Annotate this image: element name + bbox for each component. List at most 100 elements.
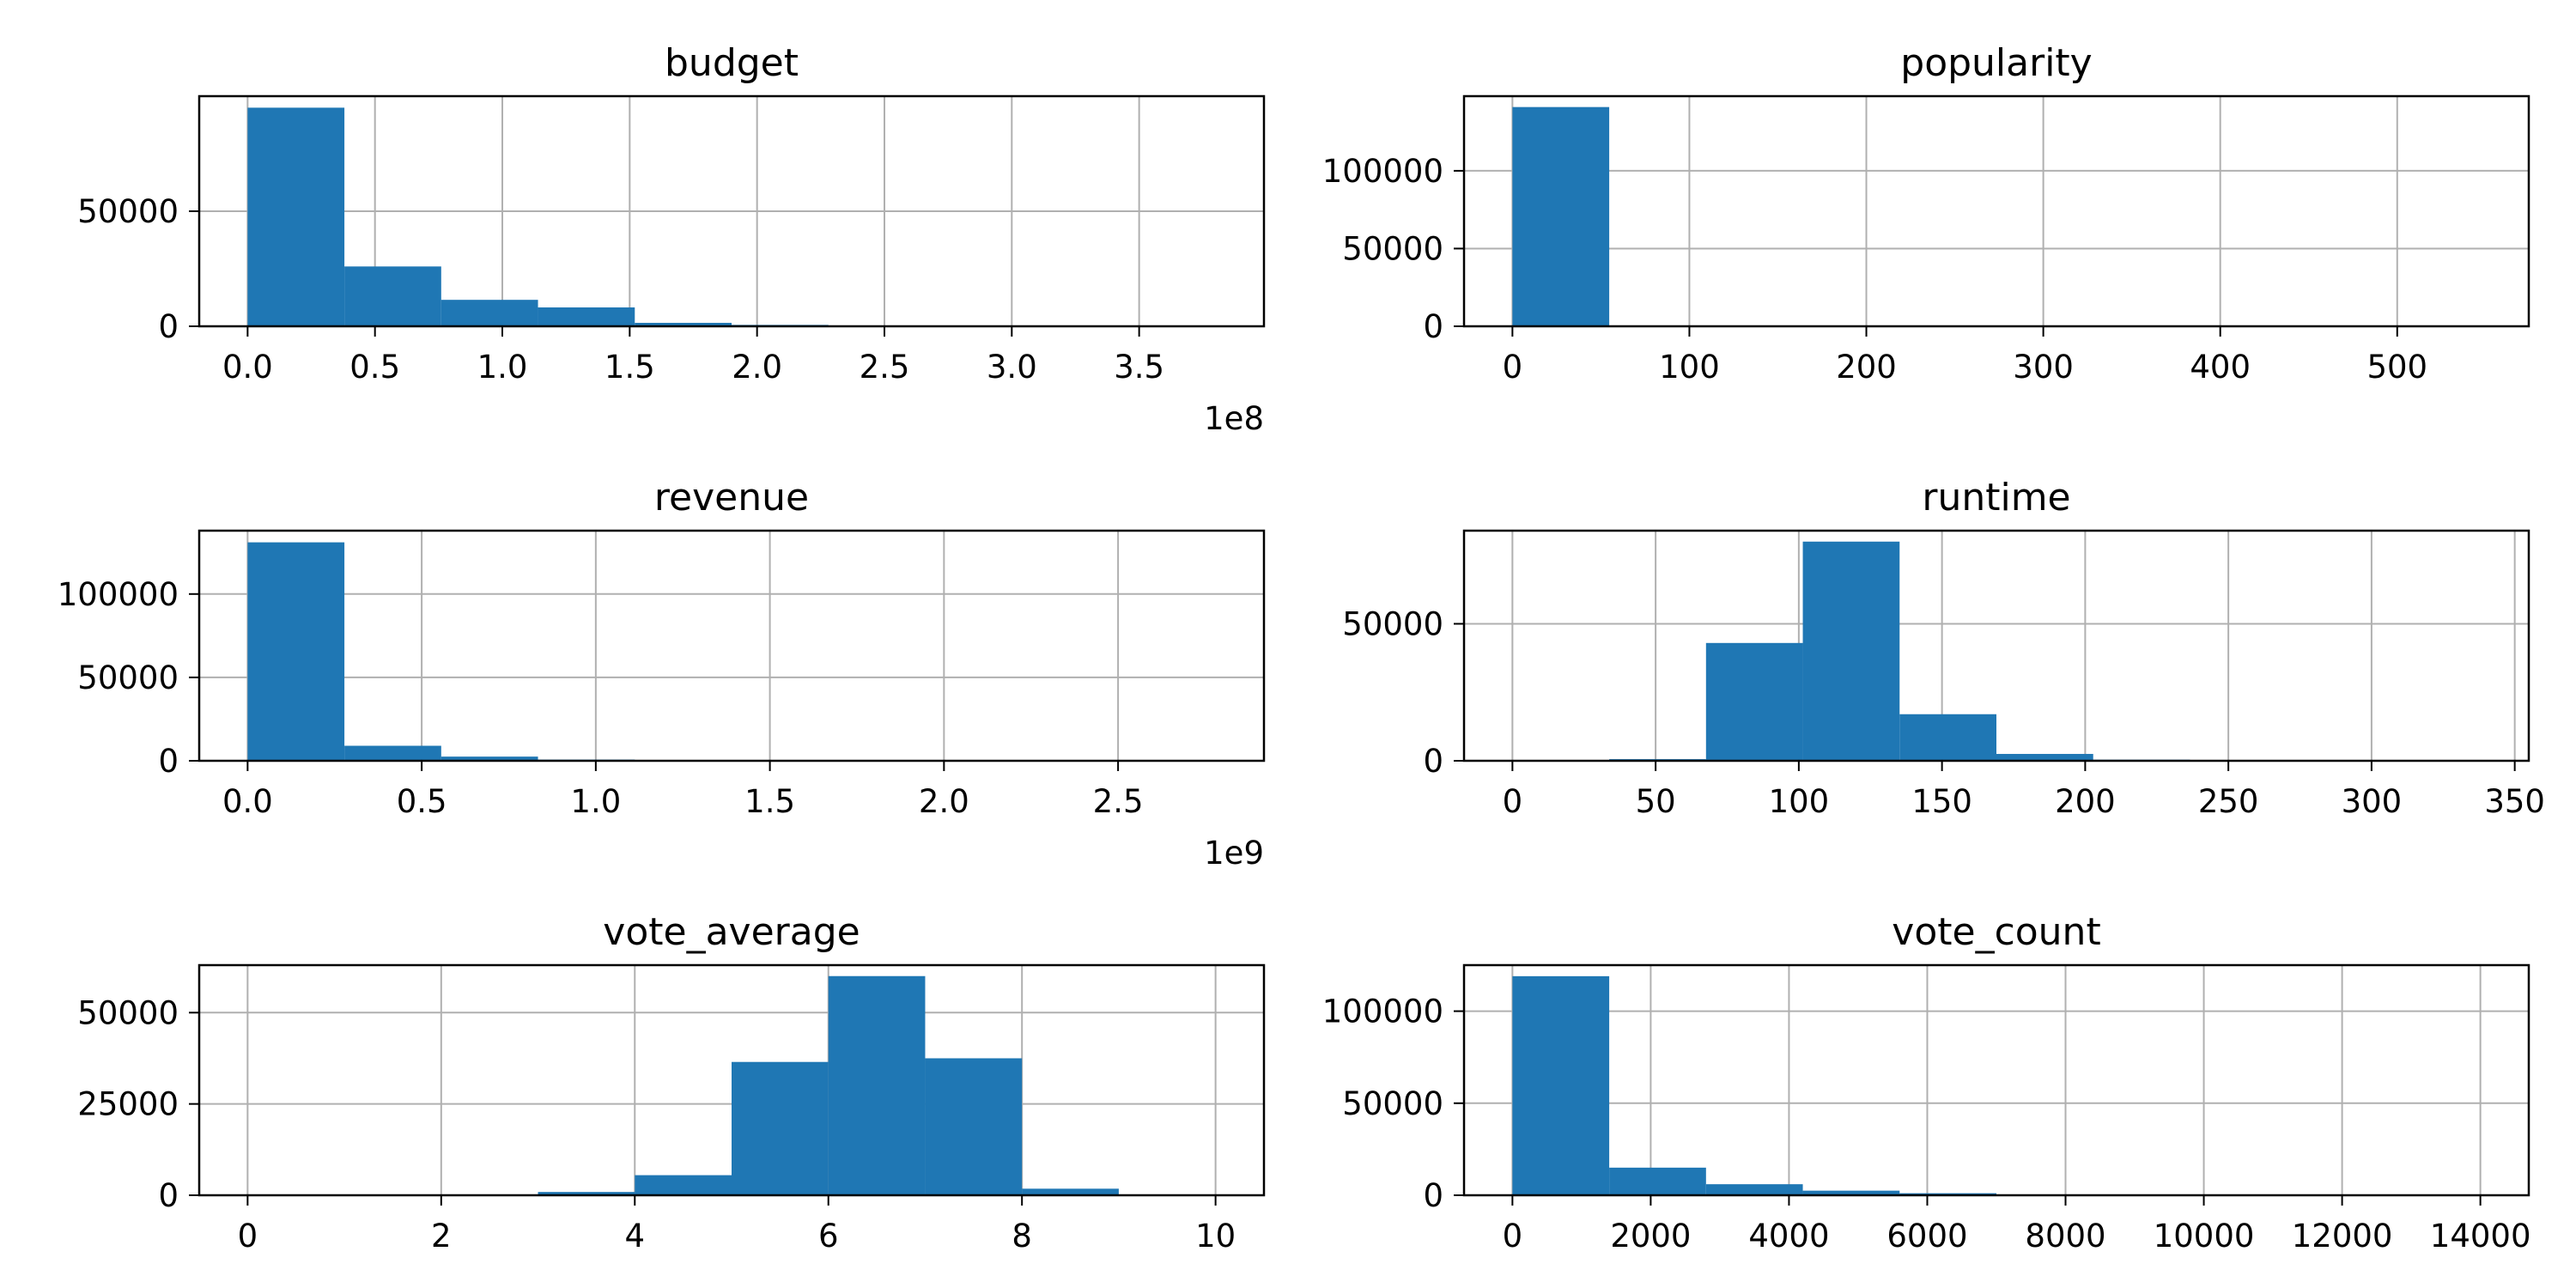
histogram-bar <box>247 107 345 327</box>
y-tick-label: 0 <box>158 743 179 780</box>
x-tick-label: 200 <box>1836 349 1897 386</box>
histogram-bar <box>538 307 635 326</box>
y-tick-label: 0 <box>158 1177 179 1214</box>
subplot-title: budget <box>665 41 799 85</box>
x-tick-label: 1.0 <box>570 783 621 820</box>
x-tick-label: 4 <box>624 1218 645 1255</box>
x-tick-label: 2.0 <box>732 349 782 386</box>
y-tick-label: 100000 <box>58 576 179 613</box>
x-tick-label: 50 <box>1636 783 1676 820</box>
y-tick-label: 50000 <box>77 659 179 696</box>
histogram-bar <box>344 745 441 761</box>
histogram-bar <box>1996 754 2093 761</box>
y-tick-label: 0 <box>158 308 179 345</box>
x-tick-label: 0 <box>238 1218 258 1255</box>
x-tick-label: 0.5 <box>397 783 447 820</box>
histogram-bar <box>635 1175 732 1195</box>
x-tick-label: 0.5 <box>349 349 400 386</box>
axes-frame <box>197 529 1266 762</box>
histogram-bar <box>732 1061 829 1195</box>
x-tick-label: 8000 <box>2025 1218 2105 1255</box>
x-offset-label: 1e8 <box>1204 400 1264 437</box>
histogram-bar <box>344 266 441 326</box>
x-tick-label: 100 <box>1769 783 1830 820</box>
y-tick-label: 50000 <box>77 193 179 230</box>
x-tick-label: 3.5 <box>1114 349 1164 386</box>
x-tick-label: 4000 <box>1748 1218 1829 1255</box>
histogram-bar <box>440 300 538 326</box>
subplot-title: vote_average <box>603 910 860 954</box>
x-tick-label: 200 <box>2055 783 2116 820</box>
x-tick-label: 10000 <box>2154 1218 2255 1255</box>
x-tick-label: 10 <box>1195 1218 1236 1255</box>
x-tick-label: 0 <box>1503 783 1523 820</box>
x-tick-label: 250 <box>2198 783 2259 820</box>
subplot-title: revenue <box>654 476 809 519</box>
x-tick-label: 400 <box>2190 349 2251 386</box>
x-tick-label: 2000 <box>1610 1218 1691 1255</box>
x-tick-label: 500 <box>2366 349 2427 386</box>
y-tick-label: 50000 <box>77 994 179 1031</box>
x-tick-label: 2 <box>431 1218 452 1255</box>
x-offset-label: 1e9 <box>1204 835 1264 872</box>
histogram-bar <box>440 756 538 761</box>
subplot-title: vote_count <box>1892 910 2100 954</box>
histogram-bar <box>1705 1184 1803 1195</box>
histogram-bar <box>1609 1167 1706 1195</box>
x-tick-label: 300 <box>2013 349 2074 386</box>
x-tick-label: 300 <box>2342 783 2403 820</box>
axes-frame <box>1462 963 2530 1197</box>
x-tick-label: 100 <box>1659 349 1720 386</box>
x-tick-label: 150 <box>1911 783 1972 820</box>
y-tick-label: 0 <box>1423 1177 1443 1214</box>
x-tick-label: 1.0 <box>477 349 528 386</box>
y-tick-label: 25000 <box>77 1086 179 1123</box>
histogram-bar <box>828 975 926 1195</box>
histogram-bar <box>1899 714 1996 761</box>
x-tick-label: 6000 <box>1886 1218 1967 1255</box>
axes-frame <box>1462 94 2530 328</box>
subplot-title: popularity <box>1900 41 2092 85</box>
y-tick-label: 50000 <box>1342 1085 1443 1122</box>
x-tick-label: 350 <box>2484 783 2545 820</box>
histogram-bar <box>1802 1190 1900 1195</box>
histogram-bar <box>1705 642 1803 761</box>
x-tick-label: 1.5 <box>744 783 795 820</box>
histogram-bar <box>635 322 732 326</box>
y-tick-label: 50000 <box>1342 605 1443 642</box>
x-tick-label: 8 <box>1012 1218 1032 1255</box>
subplot-budget: 0.0 0.5 1.0 1.5 2.0 2.5 3.0 3.5 0 50000 budget 1e8 <box>77 41 1266 437</box>
x-tick-label: 14000 <box>2430 1218 2531 1255</box>
histogram-bar <box>1512 106 1610 326</box>
subplot-runtime: 0 50 100 150 200 250 300 350 0 50000 runtime <box>1342 476 2545 820</box>
x-tick-label: 12000 <box>2292 1218 2393 1255</box>
x-tick-label: 0.0 <box>222 783 273 820</box>
y-tick-label: 100000 <box>1322 153 1443 190</box>
y-tick-label: 0 <box>1423 743 1443 780</box>
x-tick-label: 6 <box>818 1218 839 1255</box>
subplot-title: runtime <box>1922 476 2070 519</box>
y-tick-label: 50000 <box>1342 230 1443 267</box>
subplot-popularity: 0 100 200 300 400 500 0 50000 100000 popularity <box>1322 41 2530 386</box>
x-tick-label: 0 <box>1503 1218 1523 1255</box>
x-tick-label: 0 <box>1503 349 1523 386</box>
histogram-bar <box>538 1192 635 1195</box>
y-tick-label: 0 <box>1423 308 1443 345</box>
x-tick-label: 3.0 <box>987 349 1037 386</box>
x-tick-label: 0.0 <box>222 349 273 386</box>
x-tick-label: 2.5 <box>1093 783 1144 820</box>
histogram-bar <box>925 1058 1023 1195</box>
y-tick-label: 100000 <box>1322 993 1443 1030</box>
subplot-vote-count: 0 2000 4000 6000 8000 10000 12000 14000 0 50000 10… <box>1322 910 2531 1255</box>
axes-frame <box>1462 529 2530 762</box>
subplot-grid: 0.0 0.5 1.0 1.5 2.0 2.5 3.0 3.5050000budget1e80… <box>58 41 2545 1255</box>
histogram-bar <box>1802 541 1900 761</box>
histogram-bar <box>247 542 345 761</box>
histogram-bar <box>1512 975 1610 1195</box>
subplot-revenue: 0.0 0.5 1.0 1.5 2.0 2.5 0 50000 100000 revenue 1e9 <box>58 476 1266 872</box>
x-tick-label: 1.5 <box>605 349 655 386</box>
x-tick-label: 2.5 <box>860 349 910 386</box>
axes-frame <box>197 963 1266 1197</box>
